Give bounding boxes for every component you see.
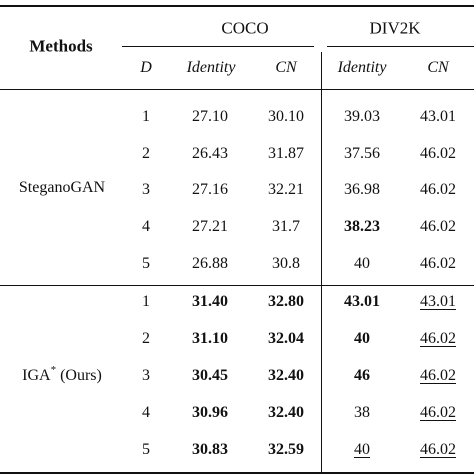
table-cell-div2k-cn: 43.01 bbox=[420, 293, 456, 310]
methods-header: Methods bbox=[29, 36, 93, 56]
div2k-identity-subheader: Identity bbox=[337, 59, 387, 76]
table-cell-coco-cn: 32.21 bbox=[268, 181, 304, 198]
table-cell-d: 2 bbox=[142, 145, 150, 162]
table-cell-div2k-identity: 40 bbox=[354, 441, 370, 458]
table-cell-coco-cn: 32.04 bbox=[268, 330, 304, 347]
method-label-iga: IGA* (Ours) bbox=[22, 365, 102, 384]
table-cell-d: 2 bbox=[142, 330, 150, 347]
table-cell-div2k-identity: 38 bbox=[354, 404, 370, 421]
table-cell-coco-identity: 26.88 bbox=[192, 255, 228, 272]
table-cell-d: 4 bbox=[142, 404, 150, 421]
table-cell-coco-identity: 27.21 bbox=[192, 218, 228, 235]
method-superscript: * bbox=[50, 364, 57, 376]
table-cell-div2k-identity: 38.23 bbox=[344, 218, 380, 235]
table-cell-coco-identity: 27.16 bbox=[192, 181, 228, 198]
table-cell-d: 1 bbox=[142, 293, 150, 310]
table-cell-div2k-cn: 46.02 bbox=[420, 181, 456, 198]
coco-identity-subheader: Identity bbox=[186, 59, 236, 76]
top-rule bbox=[0, 5, 474, 7]
table-cell-coco-identity: 30.96 bbox=[192, 404, 228, 421]
group-divider-rule bbox=[0, 285, 474, 286]
table-cell-d: 3 bbox=[142, 181, 150, 198]
table-cell-div2k-identity: 36.98 bbox=[344, 181, 380, 198]
div2k-cn-subheader: CN bbox=[427, 59, 449, 76]
table-cell-coco-cn: 32.40 bbox=[268, 404, 304, 421]
table-cell-d: 1 bbox=[142, 108, 150, 125]
div2k-header: DIV2K bbox=[369, 18, 421, 38]
method-name: IGA bbox=[22, 367, 51, 384]
table-cell-div2k-cn: 46.02 bbox=[420, 367, 456, 384]
table-cell-div2k-cn: 46.02 bbox=[420, 145, 456, 162]
table-cell-coco-cn: 32.59 bbox=[268, 441, 304, 458]
method-label-steganogan: SteganoGAN bbox=[18, 179, 106, 196]
table-cell-div2k-cn: 43.01 bbox=[420, 108, 456, 125]
table-cell-div2k-cn: 46.02 bbox=[420, 330, 456, 347]
table-cell-coco-identity: 30.45 bbox=[192, 367, 228, 384]
table-cell-div2k-cn: 46.02 bbox=[420, 255, 456, 272]
div2k-divider-rule bbox=[327, 46, 474, 47]
method-suffix: (Ours) bbox=[60, 367, 102, 384]
table-cell-coco-cn: 32.80 bbox=[268, 293, 304, 310]
table-cell-d: 4 bbox=[142, 218, 150, 235]
table-cell-d: 5 bbox=[142, 441, 150, 458]
coco-divider-rule bbox=[122, 46, 314, 47]
table-cell-div2k-identity: 37.56 bbox=[344, 145, 380, 162]
table-cell-coco-cn: 30.8 bbox=[272, 255, 300, 272]
coco-header: COCO bbox=[221, 18, 269, 38]
table-cell-coco-cn: 30.10 bbox=[268, 108, 304, 125]
d-subheader: D bbox=[140, 59, 152, 76]
vertical-rule bbox=[321, 52, 322, 472]
header-bottom-rule bbox=[0, 89, 474, 90]
table-cell-div2k-cn: 46.02 bbox=[420, 441, 456, 458]
table-cell-coco-identity: 30.83 bbox=[192, 441, 228, 458]
table-cell-coco-cn: 32.40 bbox=[268, 367, 304, 384]
table-cell-div2k-cn: 46.02 bbox=[420, 218, 456, 235]
table-cell-coco-cn: 31.87 bbox=[268, 145, 304, 162]
table-cell-coco-identity: 26.43 bbox=[192, 145, 228, 162]
table-cell-coco-identity: 31.10 bbox=[192, 330, 228, 347]
table-cell-div2k-identity: 39.03 bbox=[344, 108, 380, 125]
table-cell-d: 3 bbox=[142, 367, 150, 384]
table-cell-div2k-identity: 46 bbox=[354, 367, 370, 384]
table-cell-d: 5 bbox=[142, 255, 150, 272]
table-cell-div2k-identity: 43.01 bbox=[344, 293, 380, 310]
table-cell-div2k-cn: 46.02 bbox=[420, 404, 456, 421]
table-cell-div2k-identity: 40 bbox=[354, 330, 370, 347]
table-cell-div2k-identity: 40 bbox=[354, 255, 370, 272]
coco-cn-subheader: CN bbox=[275, 59, 297, 76]
table-cell-coco-identity: 31.40 bbox=[192, 293, 228, 310]
bottom-rule bbox=[0, 472, 474, 474]
table-cell-coco-cn: 31.7 bbox=[272, 218, 300, 235]
table-cell-coco-identity: 27.10 bbox=[192, 108, 228, 125]
